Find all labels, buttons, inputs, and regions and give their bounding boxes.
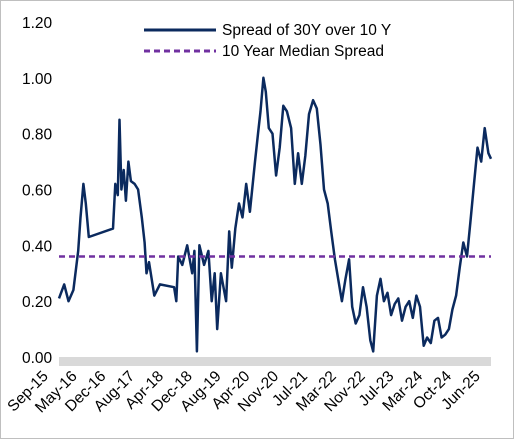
y-tick-label: 1.20 — [22, 15, 53, 32]
x-axis-baseline-band — [59, 357, 491, 366]
y-tick-label: 0.00 — [22, 350, 53, 367]
plot-area — [57, 76, 493, 353]
x-axis: Sep-15May-16Dec-16Aug-17Apr-18Dec-18Aug-… — [4, 368, 483, 417]
series-line-spread — [57, 76, 493, 353]
y-tick-label: 0.40 — [22, 238, 53, 255]
y-axis: 0.00 0.20 0.40 0.60 0.80 1.00 1.20 — [22, 15, 53, 367]
legend-label-spread: Spread of 30Y over 10 Y — [222, 22, 391, 39]
y-tick-label: 1.00 — [22, 71, 53, 88]
y-tick-label: 0.20 — [22, 294, 53, 311]
legend: Spread of 30Y over 10 Y 10 Year Median S… — [144, 22, 391, 60]
legend-label-median: 10 Year Median Spread — [222, 43, 384, 60]
y-tick-label: 0.80 — [22, 127, 53, 144]
y-tick-label: 0.60 — [22, 183, 53, 200]
